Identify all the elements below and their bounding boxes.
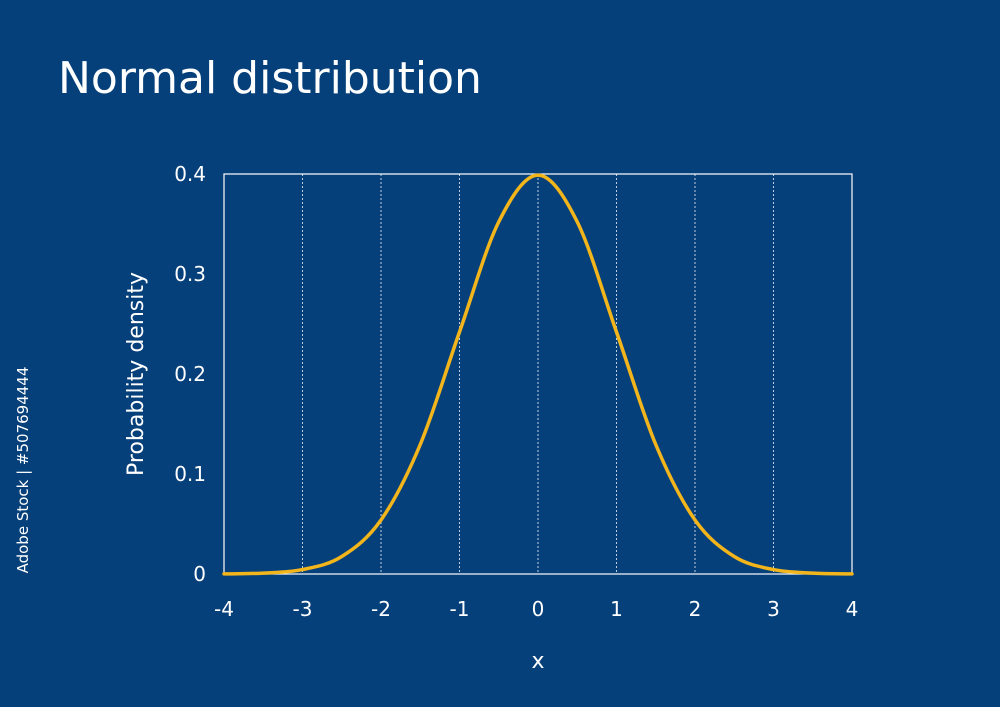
y-axis-label: Probability density (124, 272, 149, 476)
vertical-grid (302, 174, 774, 574)
y-tick-labels: 0 0.1 0.2 0.3 0.4 (174, 162, 206, 586)
y-tick-label: 0.4 (174, 162, 206, 186)
chart-title: Normal distribution (58, 53, 482, 104)
x-axis-label: x (531, 649, 544, 674)
x-tick-label: 2 (689, 597, 702, 621)
y-tick-label: 0 (193, 562, 206, 586)
stock-id-text: Adobe Stock | #507694444 (14, 367, 32, 574)
x-tick-label: -3 (293, 597, 313, 621)
x-tick-label: 1 (610, 597, 623, 621)
x-tick-label: 3 (767, 597, 780, 621)
x-tick-label: 4 (846, 597, 859, 621)
x-tick-label: -1 (450, 597, 470, 621)
x-tick-labels: -4 -3 -2 -1 0 1 2 3 4 (214, 597, 858, 621)
y-tick-label: 0.3 (174, 262, 206, 286)
y-tick-label: 0.2 (174, 362, 206, 386)
x-tick-label: 0 (532, 597, 545, 621)
series-line-normal (222, 173, 854, 576)
x-tick-label: -4 (214, 597, 234, 621)
x-tick-label: -2 (371, 597, 391, 621)
y-tick-label: 0.1 (174, 462, 206, 486)
